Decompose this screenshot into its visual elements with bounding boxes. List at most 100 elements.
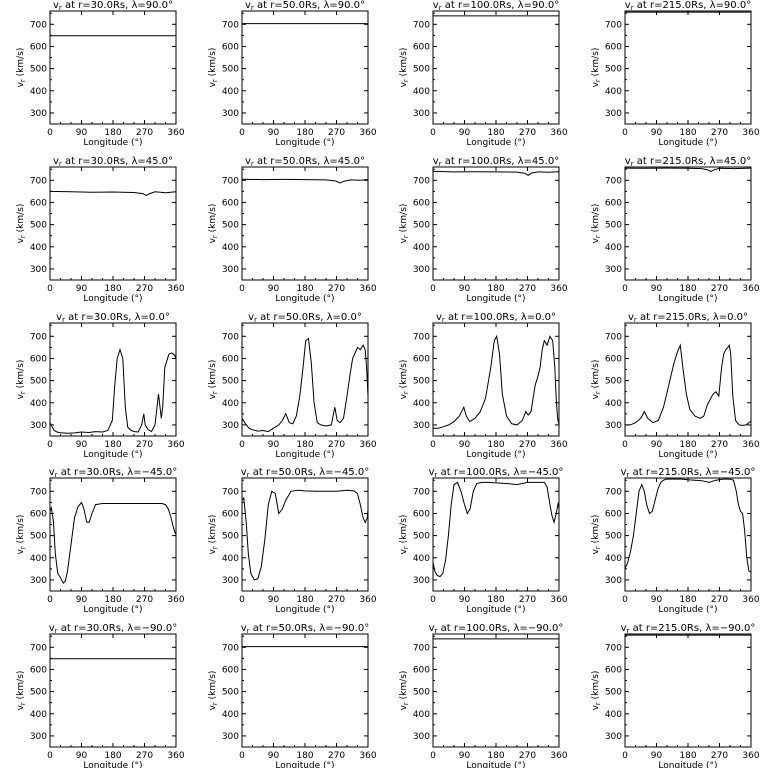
y-tick-label: 500 bbox=[413, 377, 430, 387]
y-tick-label: 500 bbox=[222, 688, 239, 698]
x-tick-label: 0 bbox=[622, 751, 628, 761]
x-tick-label: 180 bbox=[296, 751, 313, 761]
y-tick-label: 300 bbox=[413, 109, 430, 119]
chart-title-main: v bbox=[628, 312, 634, 323]
chart-title-main: v bbox=[53, 156, 59, 167]
y-tick-label: 500 bbox=[222, 65, 239, 75]
series-line bbox=[432, 481, 560, 578]
y-axis-label-main: v bbox=[591, 393, 601, 399]
x-tick-label: 180 bbox=[679, 128, 696, 138]
x-tick-label: 90 bbox=[76, 284, 88, 294]
y-tick-label: 700 bbox=[413, 332, 430, 342]
chart-title: vr at r=215.0Rs, λ=90.0° bbox=[625, 0, 751, 12]
x-tick-label: 90 bbox=[459, 595, 471, 605]
series-line bbox=[49, 501, 177, 585]
x-tick-label: 0 bbox=[239, 284, 245, 294]
y-tick-label: 600 bbox=[30, 509, 47, 519]
x-tick-label: 270 bbox=[136, 595, 153, 605]
y-tick-label: 300 bbox=[413, 576, 430, 586]
chart-title-main: v bbox=[56, 312, 62, 323]
x-tick-label: 270 bbox=[711, 751, 728, 761]
y-tick-label: 300 bbox=[30, 576, 47, 586]
chart-panel-6: vr at r=100.0Rs, λ=45.0°0 90 180 270 3603004… bbox=[399, 156, 568, 304]
x-tick-label: 0 bbox=[430, 595, 436, 605]
chart-title: vr at r=30.0Rs, λ=0.0° bbox=[56, 312, 170, 324]
y-axis-label-sub: r bbox=[19, 702, 27, 705]
y-axis-label-sub: r bbox=[19, 79, 27, 82]
chart-title: vr at r=30.0Rs, λ=45.0° bbox=[53, 156, 173, 168]
chart-title-rest: at r=30.0Rs, λ=90.0° bbox=[62, 0, 173, 11]
x-tick-label: 180 bbox=[104, 284, 121, 294]
x-tick-label: 180 bbox=[487, 751, 504, 761]
y-axis-label-main: v bbox=[208, 237, 218, 243]
chart-panel-16: vr at r=30.0Rs, λ=−90.0°0 90 180 270 3603004… bbox=[16, 623, 185, 768]
y-axis-label-sub: r bbox=[211, 546, 219, 549]
y-tick-label: 300 bbox=[30, 421, 47, 431]
chart-panel-10: vr at r=100.0Rs, λ=0.0°0 90 180 270 36030040… bbox=[399, 312, 568, 460]
chart-title-main: v bbox=[433, 156, 439, 167]
y-axis-label-sub: r bbox=[19, 235, 27, 238]
x-axis-label: Longitude (°) bbox=[466, 605, 525, 615]
y-tick-label: 300 bbox=[605, 421, 622, 431]
y-axis-label-main: v bbox=[399, 237, 409, 243]
y-axis-label-main: v bbox=[399, 548, 409, 554]
y-tick-label: 300 bbox=[222, 265, 239, 275]
series-line bbox=[624, 167, 752, 172]
x-tick-label: 0 bbox=[430, 440, 436, 450]
y-tick-label: 700 bbox=[413, 643, 430, 653]
plot-frame bbox=[432, 322, 560, 437]
chart-title: vr at r=100.0Rs, λ=0.0° bbox=[436, 312, 556, 324]
y-axis-label-rest: (km/s) bbox=[208, 671, 218, 703]
chart-panel-9: vr at r=50.0Rs, λ=0.0°0 90 180 270 360300400… bbox=[208, 312, 377, 460]
y-tick-label: 600 bbox=[413, 509, 430, 519]
y-axis-label-rest: (km/s) bbox=[16, 671, 26, 703]
x-tick-label: 360 bbox=[167, 284, 184, 294]
chart-panel-17: vr at r=50.0Rs, λ=−90.0°0 90 180 270 3603004… bbox=[208, 623, 377, 768]
x-tick-label: 90 bbox=[76, 751, 88, 761]
x-tick-label: 0 bbox=[47, 284, 53, 294]
y-tick-label: 400 bbox=[413, 243, 430, 253]
y-axis-label: vr (km/s) bbox=[16, 515, 27, 555]
chart-title: vr at r=50.0Rs, λ=0.0° bbox=[248, 312, 362, 324]
chart-title-rest: at r=50.0Rs, λ=−90.0° bbox=[250, 623, 370, 634]
x-axis-label: Longitude (°) bbox=[275, 138, 334, 148]
chart-title-main: v bbox=[625, 0, 631, 11]
y-axis-label: vr (km/s) bbox=[208, 48, 219, 88]
y-tick-label: 500 bbox=[605, 377, 622, 387]
x-tick-label: 180 bbox=[104, 128, 121, 138]
y-axis-label-main: v bbox=[208, 704, 218, 710]
x-axis-label: Longitude (°) bbox=[658, 138, 717, 148]
y-axis-label-rest: (km/s) bbox=[208, 360, 218, 392]
y-axis-label: vr (km/s) bbox=[208, 360, 219, 400]
series-line bbox=[625, 343, 752, 426]
x-tick-label: 270 bbox=[519, 751, 536, 761]
x-tick-label: 180 bbox=[487, 284, 504, 294]
y-axis-label-sub: r bbox=[594, 79, 602, 82]
y-axis-label-main: v bbox=[591, 704, 601, 710]
chart-title-main: v bbox=[241, 467, 247, 478]
y-tick-label: 600 bbox=[30, 665, 47, 675]
x-tick-label: 270 bbox=[328, 440, 345, 450]
y-axis-label-rest: (km/s) bbox=[208, 204, 218, 236]
y-tick-label: 600 bbox=[222, 354, 239, 364]
y-tick-label: 300 bbox=[222, 421, 239, 431]
y-axis-label-rest: (km/s) bbox=[16, 515, 26, 547]
x-axis-label: Longitude (°) bbox=[83, 605, 142, 615]
x-tick-label: 90 bbox=[76, 440, 88, 450]
plot-frame bbox=[624, 10, 752, 125]
y-tick-label: 400 bbox=[605, 710, 622, 720]
y-tick-label: 500 bbox=[30, 688, 47, 698]
y-tick-label: 400 bbox=[222, 87, 239, 97]
y-tick-label: 700 bbox=[605, 487, 622, 497]
x-axis-label: Longitude (°) bbox=[658, 450, 717, 460]
x-tick-label: 90 bbox=[268, 284, 280, 294]
chart-title-rest: at r=100.0Rs, λ=0.0° bbox=[445, 312, 556, 323]
chart-panel-11: vr at r=215.0Rs, λ=0.0°0 90 180 270 36030040… bbox=[591, 312, 760, 460]
y-axis-label: vr (km/s) bbox=[399, 360, 410, 400]
chart-title-sub: r bbox=[62, 316, 65, 324]
chart-title-sub: r bbox=[631, 160, 634, 168]
y-tick-label: 400 bbox=[605, 554, 622, 564]
chart-panel-14: vr at r=100.0Rs, λ=−45.0°0 90 180 270 360300… bbox=[399, 467, 568, 615]
y-tick-label: 700 bbox=[30, 20, 47, 30]
x-tick-label: 270 bbox=[711, 595, 728, 605]
